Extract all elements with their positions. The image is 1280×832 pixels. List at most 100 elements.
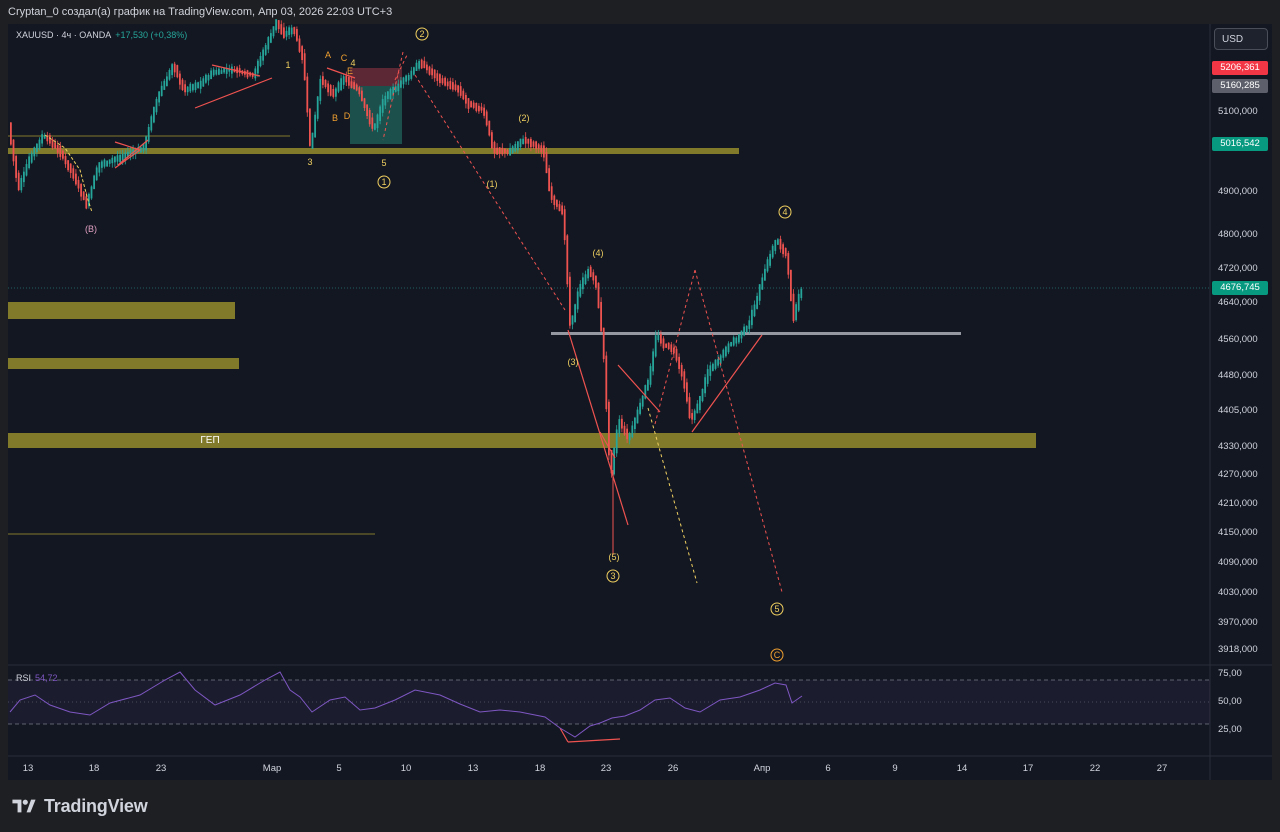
- resistance-zone[interactable]: [8, 148, 739, 154]
- candle-body: [46, 135, 49, 142]
- candle-body: [350, 81, 353, 88]
- candle-body: [446, 81, 449, 87]
- price-tag-level: 5016,542: [1212, 137, 1268, 151]
- symbol-label[interactable]: XAUUSD · 4ч · OANDA: [16, 30, 112, 40]
- price-tag-current: 4676,745: [1212, 281, 1268, 295]
- candle-body: [296, 29, 298, 41]
- rsi-level-label: 50,00: [1218, 696, 1242, 707]
- candle-body: [423, 60, 426, 69]
- candle-body: [714, 359, 717, 369]
- candle-body: [298, 38, 301, 52]
- candle-body: [556, 199, 558, 207]
- price-label: 4210,000: [1218, 498, 1258, 509]
- candle-body: [225, 68, 228, 74]
- price-label: 4090,000: [1218, 557, 1258, 568]
- candle-body: [119, 154, 121, 163]
- trend-line-1: [194, 77, 273, 109]
- title-bar: Cryptan_0 создал(а) график на TradingVie…: [0, 0, 1280, 24]
- time-label: 13: [23, 763, 34, 774]
- candle-body: [514, 143, 517, 152]
- rsi-value: 54,72: [35, 673, 58, 683]
- candle-body: [168, 69, 171, 80]
- candle-body: [693, 410, 696, 421]
- candle-body: [597, 282, 600, 309]
- candle-body: [246, 70, 249, 78]
- time-label: 18: [535, 763, 546, 774]
- candle-body: [288, 27, 290, 36]
- sell-box[interactable]: [350, 68, 402, 86]
- candle-body: [576, 291, 579, 310]
- candle-body: [608, 401, 610, 456]
- gap-label: ГЕП: [200, 435, 219, 446]
- candle-body: [314, 114, 316, 138]
- candle-body: [506, 149, 509, 154]
- candle-body: [496, 147, 498, 155]
- candle-body: [511, 146, 514, 154]
- candle-body: [678, 356, 680, 369]
- candle-body: [155, 98, 158, 113]
- time-label: 5: [336, 763, 341, 774]
- price-axis[interactable]: 5100,000 4900,000 4800,000 4720,000 4640,000…: [1218, 106, 1258, 655]
- rsi-legend[interactable]: RSI 54,72: [16, 673, 58, 683]
- candle-body: [498, 147, 501, 154]
- candle-body: [348, 76, 350, 86]
- candle-body: [355, 84, 358, 91]
- candle-body: [69, 163, 72, 173]
- candle-body: [134, 149, 137, 155]
- candle-body: [374, 123, 376, 130]
- tradingview-logo[interactable]: TradingView: [10, 796, 148, 816]
- candle-body: [371, 117, 374, 129]
- candle-body: [163, 80, 166, 90]
- projection-yellow: [647, 407, 698, 584]
- chart-legend[interactable]: XAUUSD · 4ч · OANDA +17,530 (+0,38%): [16, 30, 187, 40]
- candle-body: [543, 145, 545, 158]
- candle-body: [566, 235, 569, 285]
- candle-body: [379, 106, 381, 122]
- wedge-line-3: [617, 364, 661, 413]
- candle-body: [670, 344, 673, 352]
- circled-label: C: [774, 650, 781, 660]
- trend-line-2: [211, 64, 261, 77]
- candle-body: [433, 69, 436, 79]
- candle-body: [571, 315, 574, 325]
- candle-body: [407, 74, 410, 81]
- candle-body: [43, 134, 46, 139]
- candle-body: [335, 88, 337, 97]
- candle-body: [194, 82, 197, 91]
- wave-label: (3): [568, 357, 579, 367]
- candle-body: [683, 371, 686, 389]
- candle-body: [480, 106, 483, 111]
- candle-body: [116, 155, 119, 162]
- buy-box[interactable]: [350, 86, 402, 144]
- candle-body: [704, 377, 706, 394]
- time-axis[interactable]: 13 18 23 Мар 5 10 13 18 23 26 Апр 6 9 14 17 22 27: [23, 763, 1168, 774]
- candle-body: [259, 55, 262, 67]
- candle-body: [470, 101, 472, 108]
- horizontal-level-line[interactable]: [551, 332, 961, 335]
- candle-body: [579, 283, 582, 297]
- circled-wave-labels: 1 2 3 4 5 C: [377, 27, 792, 662]
- support-zone-2[interactable]: [8, 358, 239, 369]
- candle-body: [665, 343, 667, 348]
- candle-body: [667, 342, 670, 350]
- candle-body: [67, 160, 69, 171]
- candle-body: [631, 425, 634, 438]
- candle-body: [545, 152, 548, 174]
- candle-body: [275, 19, 277, 31]
- candle-body: [23, 171, 25, 183]
- candle-body: [405, 75, 407, 82]
- time-label: 17: [1023, 763, 1034, 774]
- price-label: 4560,000: [1218, 334, 1258, 345]
- candle-series: [10, 19, 803, 555]
- candle-body: [795, 304, 797, 321]
- price-label: 4720,000: [1218, 263, 1258, 274]
- candle-body: [792, 293, 795, 322]
- candle-body: [699, 396, 701, 411]
- support-zone-1[interactable]: [8, 302, 235, 319]
- candle-body: [329, 85, 332, 96]
- gap-zone[interactable]: [8, 433, 1036, 448]
- circled-label: 3: [610, 571, 615, 581]
- currency-button[interactable]: USD: [1214, 28, 1268, 50]
- candle-body: [550, 186, 553, 200]
